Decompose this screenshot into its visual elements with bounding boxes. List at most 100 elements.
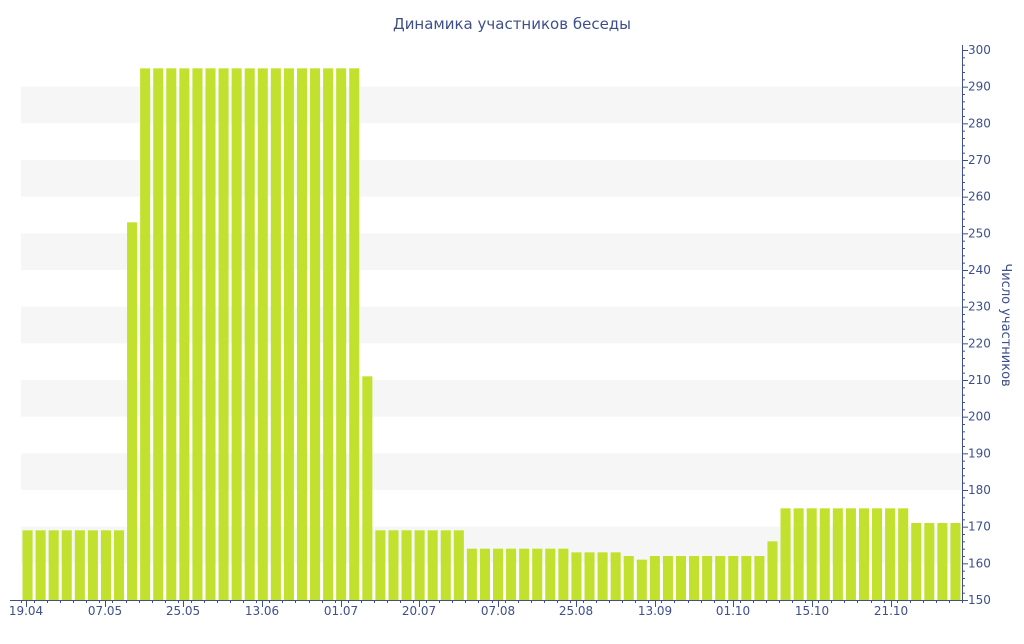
x-tick-label: 20.07 xyxy=(402,604,436,618)
bar xyxy=(662,556,673,600)
bar xyxy=(545,548,556,600)
bar xyxy=(845,508,856,600)
bar xyxy=(493,548,504,600)
bar xyxy=(87,530,98,600)
x-tick-label: 13.06 xyxy=(245,604,279,618)
bar xyxy=(140,68,151,600)
bar xyxy=(898,508,909,600)
y-tick-label: 190 xyxy=(968,446,991,460)
bar xyxy=(127,222,138,600)
bar xyxy=(427,530,438,600)
x-tick-label: 21.10 xyxy=(874,604,908,618)
grid-bands xyxy=(21,86,962,564)
y-tick-label: 220 xyxy=(968,336,991,350)
bar xyxy=(310,68,321,600)
bar xyxy=(597,552,608,600)
y-axis-title: Число участников xyxy=(998,263,1013,386)
bar xyxy=(336,68,347,600)
bar xyxy=(937,523,948,600)
bar xyxy=(832,508,843,600)
bar xyxy=(440,530,451,600)
grid-band xyxy=(21,86,962,124)
bar xyxy=(48,530,59,600)
bar xyxy=(296,68,308,600)
grid-band xyxy=(21,160,962,197)
x-tick-label: 01.10 xyxy=(716,604,750,618)
chart-title: Динамика участников беседы xyxy=(393,15,631,33)
bar xyxy=(571,552,582,600)
grid-band xyxy=(21,380,962,417)
bar xyxy=(270,68,281,600)
x-tick-label: 25.05 xyxy=(166,604,200,618)
bar xyxy=(466,548,477,600)
bar xyxy=(61,530,72,600)
bar xyxy=(754,556,765,600)
bar xyxy=(414,530,425,600)
bar xyxy=(715,556,726,600)
y-tick-label: 200 xyxy=(968,410,991,424)
bar xyxy=(205,68,216,600)
y-tick-label: 180 xyxy=(968,483,991,497)
bar xyxy=(872,508,883,600)
y-tick-label: 240 xyxy=(968,263,991,277)
y-tick-label: 160 xyxy=(968,556,991,570)
bar xyxy=(532,548,543,600)
y-tick-label: 250 xyxy=(968,226,991,240)
bar xyxy=(192,68,203,600)
grid-band xyxy=(21,233,962,270)
bar xyxy=(819,508,830,600)
bar xyxy=(35,530,46,600)
bar xyxy=(924,523,935,600)
x-tick-label: 25.08 xyxy=(559,604,593,618)
y-tick-label: 270 xyxy=(968,153,991,167)
y-tick-label: 280 xyxy=(968,116,991,130)
bar xyxy=(689,556,700,600)
bar xyxy=(479,548,490,600)
bar xyxy=(388,530,399,600)
bar xyxy=(885,508,896,600)
bar xyxy=(741,556,752,600)
bar xyxy=(362,376,373,600)
bar xyxy=(780,508,791,600)
bar xyxy=(636,559,647,600)
bar xyxy=(649,556,660,600)
grid-band xyxy=(21,453,962,490)
bar xyxy=(401,530,412,600)
bar xyxy=(610,552,621,600)
bar xyxy=(218,68,229,600)
x-tick-label: 07.05 xyxy=(88,604,122,618)
bar xyxy=(283,68,294,600)
x-tick-label: 13.09 xyxy=(638,604,672,618)
bar xyxy=(113,530,125,600)
y-tick-label: 230 xyxy=(968,300,991,314)
bar xyxy=(793,508,804,600)
bar xyxy=(950,523,961,600)
bar xyxy=(767,541,778,600)
y-tick-label: 210 xyxy=(968,373,991,387)
bar xyxy=(453,530,464,600)
bar xyxy=(519,548,530,600)
bar xyxy=(100,530,111,600)
bar xyxy=(506,548,517,600)
bar xyxy=(257,68,268,600)
bar xyxy=(623,556,634,600)
x-tick-label: 01.07 xyxy=(324,604,358,618)
grid-band xyxy=(21,306,962,344)
bar xyxy=(911,523,922,600)
bar xyxy=(349,68,360,600)
bar xyxy=(231,68,242,600)
y-tick-label: 170 xyxy=(968,520,991,534)
bar xyxy=(375,530,386,600)
x-tick-label: 07.08 xyxy=(481,604,515,618)
bar xyxy=(858,508,870,600)
bar xyxy=(166,68,177,600)
bar xyxy=(702,556,713,600)
y-tick-label: 290 xyxy=(968,80,991,94)
y-tick-label: 260 xyxy=(968,190,991,204)
bar xyxy=(675,556,687,600)
y-tick-label: 300 xyxy=(968,43,991,57)
bar xyxy=(244,68,255,600)
x-tick-label: 15.10 xyxy=(795,604,829,618)
axes: 150 160 170 180 190 200 210 220 230 240 250 260 270 2… xyxy=(9,43,991,618)
